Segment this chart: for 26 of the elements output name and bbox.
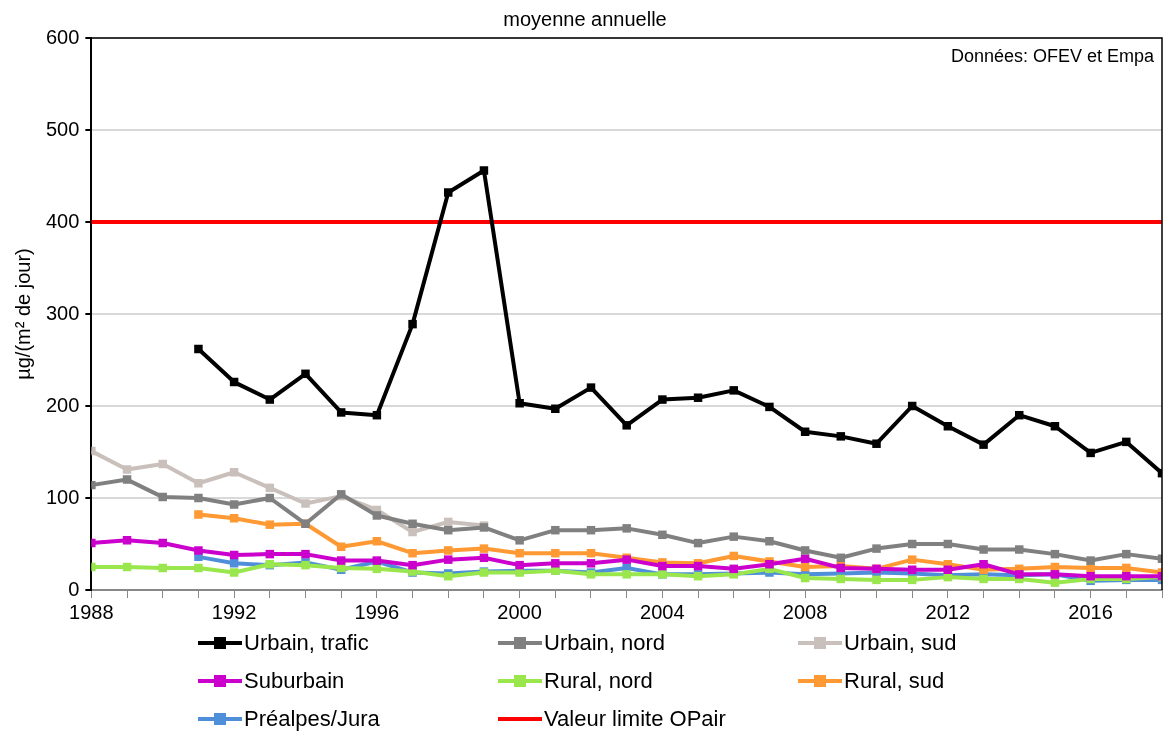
legend-label: Rural, nord xyxy=(544,668,653,694)
y-tick-label: 200 xyxy=(45,393,80,416)
legend-label: Urbain, trafic xyxy=(244,630,369,656)
x-tick-label: 2012 xyxy=(925,600,971,623)
y-tick-label: 100 xyxy=(45,485,80,508)
x-tick-label: 2008 xyxy=(782,600,828,623)
x-tick-label: 1996 xyxy=(354,600,400,623)
x-tick-label: 1988 xyxy=(69,600,114,623)
legend-label: Suburbain xyxy=(244,668,345,694)
x-tick-label: 2004 xyxy=(640,600,685,623)
y-tick-label: 300 xyxy=(45,301,80,324)
legend-label: Valeur limite OPair xyxy=(544,706,726,732)
y-tick-label: 400 xyxy=(45,209,80,232)
legend-label: Rural, sud xyxy=(844,668,945,694)
y-tick-label: 500 xyxy=(45,117,80,140)
chart-title: moyenne annuelle xyxy=(503,7,667,30)
legend-label: Urbain, nord xyxy=(544,630,666,656)
y-axis-title: µg/(m² de jour) xyxy=(11,248,34,380)
x-tick-label: 2016 xyxy=(1068,600,1113,623)
y-tick-label: 0 xyxy=(68,577,80,600)
legend-label: Préalpes/Jura xyxy=(244,706,380,732)
y-tick-label: 600 xyxy=(45,25,80,48)
x-tick-label: 2000 xyxy=(497,600,542,623)
x-tick-label: 1992 xyxy=(211,600,257,623)
legend-label: Urbain, sud xyxy=(844,630,957,656)
annotation: Données: OFEV et Empa xyxy=(950,45,1155,66)
